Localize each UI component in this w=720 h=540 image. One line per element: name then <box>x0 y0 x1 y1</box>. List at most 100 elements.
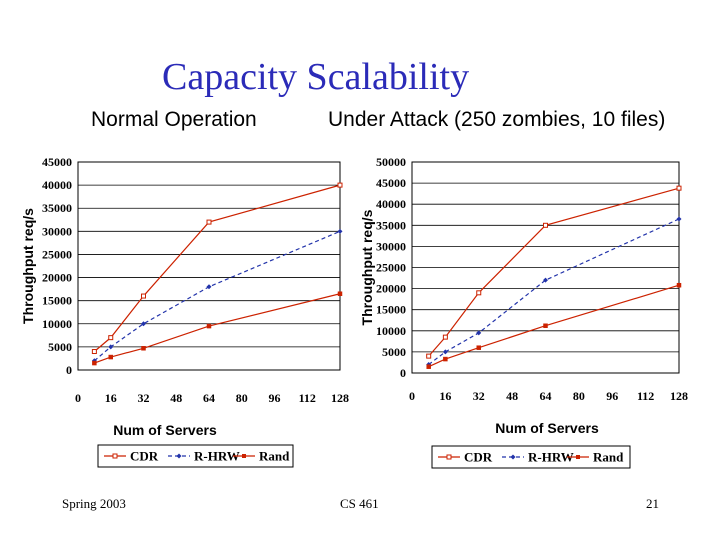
legend: CDR R-HRW Rand <box>97 444 294 468</box>
y-tick-label: 30000 <box>42 224 72 238</box>
series-line-r-hrw <box>93 230 341 362</box>
series-line-cdr <box>93 184 341 352</box>
y-tick-label: 45000 <box>376 176 406 190</box>
x-axis-label: Num of Servers <box>113 422 217 438</box>
data-point-cdr <box>141 293 146 299</box>
legend-label-cdr: CDR <box>464 450 493 465</box>
chart-under-attack: 0 5000 10000 15000 20000 25000 30000 35000 40000… <box>359 155 688 469</box>
y-tick-label: 5000 <box>382 345 406 359</box>
y-tick-label: 25000 <box>376 261 406 275</box>
y-tick-label: 45000 <box>42 155 72 169</box>
data-point-r-hrw <box>337 228 343 234</box>
y-tick-label: 15000 <box>376 303 406 317</box>
legend-label-r-hrw: R-HRW <box>528 450 574 465</box>
x-tick-label: 96 <box>269 391 281 405</box>
data-point-cdr <box>442 334 448 340</box>
data-point-r-hrw <box>676 216 682 222</box>
x-tick-label: 16 <box>105 391 117 405</box>
y-tick-label: 25000 <box>42 247 72 261</box>
data-point-r-hrw <box>108 344 114 350</box>
legend-box <box>97 444 294 468</box>
data-point-rand <box>92 360 97 366</box>
legend-marker <box>112 453 118 459</box>
data-point-r-hrw <box>543 277 548 283</box>
series-line-r-hrw <box>428 218 680 366</box>
data-point-rand <box>676 282 682 288</box>
y-tick-label: 30000 <box>376 239 406 253</box>
legend-box <box>431 445 631 469</box>
legend-label-rand: Rand <box>593 450 624 465</box>
plot-area <box>77 161 341 371</box>
data-point-rand <box>443 356 448 362</box>
x-tick-label: 112 <box>637 389 654 403</box>
data-point-r-hrw <box>141 321 146 327</box>
y-tick-label: 20000 <box>42 271 72 285</box>
y-tick-label: 35000 <box>42 201 72 215</box>
data-point-cdr <box>206 219 212 225</box>
y-tick-label: 40000 <box>376 197 406 211</box>
data-point-rand <box>206 323 212 329</box>
y-tick-label: 5000 <box>48 340 72 354</box>
legend-marker <box>576 455 580 459</box>
data-point-r-hrw <box>442 349 448 355</box>
x-tick-label: 32 <box>138 391 150 405</box>
plot-area <box>411 161 680 374</box>
x-tick-label: 16 <box>439 389 451 403</box>
x-tick-label: 112 <box>299 391 316 405</box>
data-point-cdr <box>476 290 482 296</box>
data-point-cdr <box>108 335 114 341</box>
data-point-cdr <box>676 185 682 191</box>
chart-normal-operation: 0 5000 10000 15000 20000 25000 30000 35000 40000… <box>20 155 349 468</box>
y-tick-label: 50000 <box>376 155 406 169</box>
y-tick-label: 15000 <box>42 294 72 308</box>
data-point-cdr <box>543 222 548 228</box>
footer-date: Spring 2003 <box>62 496 126 511</box>
data-point-cdr <box>91 349 97 355</box>
x-tick-label: 80 <box>573 389 585 403</box>
series-line-rand <box>428 284 680 368</box>
y-tick-label: 10000 <box>376 324 406 338</box>
data-point-rand <box>426 364 431 369</box>
data-point-cdr <box>426 353 432 359</box>
x-axis-label: Num of Servers <box>495 420 599 436</box>
x-tick-label: 64 <box>203 391 215 405</box>
y-tick-label: 20000 <box>376 282 406 296</box>
data-point-rand <box>476 345 481 350</box>
legend-marker <box>446 454 452 460</box>
data-point-rand <box>108 354 113 360</box>
x-tick-label: 0 <box>75 391 81 405</box>
subtitle-normal-operation: Normal Operation <box>91 108 257 131</box>
legend-marker <box>242 454 246 458</box>
data-point-r-hrw <box>476 330 482 336</box>
x-tick-label: 48 <box>170 391 182 405</box>
legend-label-cdr: CDR <box>130 449 159 464</box>
x-tick-label: 0 <box>409 389 415 403</box>
footer-page-number: 21 <box>646 496 659 511</box>
data-point-r-hrw <box>206 284 212 290</box>
data-point-cdr <box>337 182 343 188</box>
data-point-rand <box>141 346 146 351</box>
y-axis-label: Throughput req/s <box>359 209 375 325</box>
y-tick-label: 10000 <box>42 317 72 331</box>
x-tick-label: 80 <box>236 391 248 405</box>
x-tick-label: 128 <box>331 391 349 405</box>
footer-course: CS 461 <box>340 496 379 511</box>
legend-marker <box>176 453 182 459</box>
x-tick-label: 64 <box>540 389 552 403</box>
x-tick-label: 128 <box>670 389 688 403</box>
legend-marker <box>510 454 516 460</box>
legend-label-r-hrw: R-HRW <box>194 449 240 464</box>
x-tick-label: 96 <box>606 389 618 403</box>
y-tick-label: 40000 <box>42 178 72 192</box>
y-tick-label: 0 <box>66 363 72 377</box>
legend: CDR R-HRW Rand <box>431 445 631 469</box>
y-tick-label: 0 <box>400 366 406 380</box>
subtitle-under-attack: Under Attack (250 zombies, 10 files) <box>328 108 666 131</box>
legend-label-rand: Rand <box>259 449 290 464</box>
data-point-rand <box>337 291 343 296</box>
y-axis-label: Throughput req/s <box>20 208 36 324</box>
data-point-rand <box>543 323 548 328</box>
x-tick-label: 48 <box>506 389 518 403</box>
series-line-rand <box>94 293 341 364</box>
y-tick-label: 35000 <box>376 218 406 232</box>
